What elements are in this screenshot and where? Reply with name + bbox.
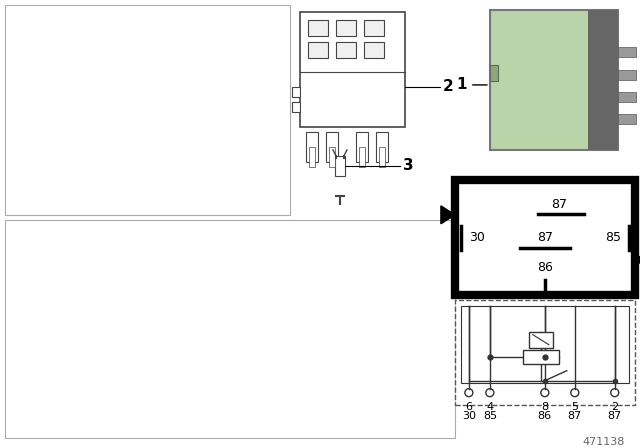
Bar <box>461 306 628 383</box>
Bar <box>335 156 345 176</box>
Text: 86: 86 <box>537 261 553 274</box>
Bar <box>529 332 553 348</box>
Text: 2: 2 <box>443 79 454 95</box>
Text: 1: 1 <box>456 78 467 92</box>
Bar <box>292 102 300 112</box>
Bar <box>326 132 338 162</box>
Bar <box>5 220 455 438</box>
Text: 5: 5 <box>572 402 579 412</box>
Bar <box>308 42 328 58</box>
Text: 85: 85 <box>605 231 621 244</box>
Bar <box>306 132 318 162</box>
Text: 87: 87 <box>568 411 582 421</box>
Bar <box>336 42 356 58</box>
Bar <box>618 114 636 124</box>
Bar <box>292 87 300 97</box>
Bar <box>523 350 559 364</box>
Polygon shape <box>441 206 455 224</box>
Bar <box>618 47 636 57</box>
Bar <box>455 180 635 295</box>
Text: 8: 8 <box>541 402 548 412</box>
Bar <box>379 147 385 167</box>
Text: 2: 2 <box>611 402 618 412</box>
Text: 30: 30 <box>462 411 476 421</box>
Bar <box>490 65 498 81</box>
Bar <box>329 147 335 167</box>
Bar <box>376 132 388 162</box>
Text: 87: 87 <box>551 198 567 211</box>
Bar <box>618 70 636 80</box>
Bar <box>364 42 384 58</box>
Text: 4: 4 <box>486 402 493 412</box>
Text: 3: 3 <box>403 158 413 173</box>
Bar <box>455 300 635 405</box>
Text: 87: 87 <box>607 411 622 421</box>
Bar <box>364 20 384 36</box>
Text: 87: 87 <box>537 231 553 244</box>
Bar <box>308 20 328 36</box>
Bar <box>618 92 636 102</box>
Bar <box>359 147 365 167</box>
Text: 30: 30 <box>469 231 485 244</box>
Text: 471138: 471138 <box>582 437 625 447</box>
Bar <box>300 12 405 127</box>
Bar <box>356 132 368 162</box>
Bar <box>309 147 315 167</box>
Bar <box>490 10 618 150</box>
Bar <box>336 20 356 36</box>
Text: 86: 86 <box>538 411 552 421</box>
Polygon shape <box>635 251 640 269</box>
Bar <box>5 5 290 215</box>
Text: 6: 6 <box>465 402 472 412</box>
Text: 85: 85 <box>483 411 497 421</box>
Bar <box>588 10 618 150</box>
